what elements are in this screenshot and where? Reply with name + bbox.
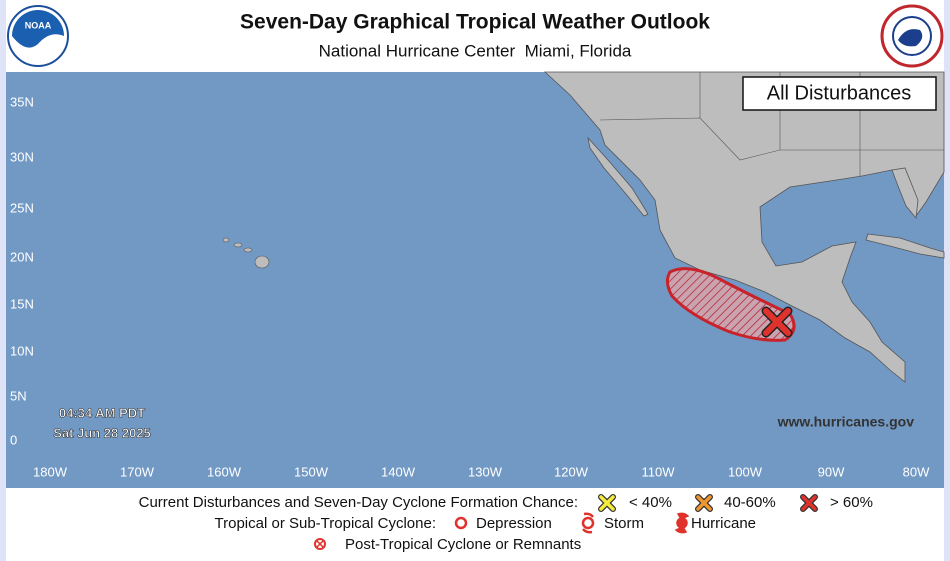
panel-label-box — [742, 76, 937, 111]
legend-storm: Storm — [604, 515, 644, 532]
legend-cyclone-label: Tropical or Sub-Tropical Cyclone: — [215, 515, 436, 532]
land-florida — [891, 167, 919, 219]
header-band — [6, 0, 944, 72]
nws-logo — [880, 4, 944, 68]
latitude-label: 0 — [10, 432, 17, 447]
longitude-label: 170W — [120, 464, 155, 479]
website: www.hurricanes.gov — [777, 414, 915, 430]
svg-text:NOAA: NOAA — [25, 20, 52, 30]
latitude-label: 30N — [10, 149, 34, 164]
land-hawaii — [222, 237, 270, 269]
longitude-label: 90W — [818, 464, 845, 479]
legend-post-tropical: Post-Tropical Cyclone or Remnants — [345, 536, 581, 553]
longitude-label: 80W — [903, 464, 930, 479]
longitude-label: 120W — [554, 464, 589, 479]
land-cuba — [865, 233, 945, 259]
legend-formation-label: Current Disturbances and Seven-Day Cyclo… — [139, 494, 578, 511]
map: 35N 30N 25N 20N 15N 10N 5N 0 180W 170W 160W 150W 14… — [6, 71, 945, 488]
issue-time: 04:34 AM PDT — [59, 405, 145, 420]
legend-high: > 60% — [830, 494, 873, 511]
legend-medium: 40-60% — [724, 494, 776, 511]
legend-hurricane: Hurricane — [691, 515, 756, 532]
legend-depression: Depression — [476, 515, 552, 532]
latitude-label: 25N — [10, 200, 34, 215]
latitude-label: 15N — [10, 296, 34, 311]
longitude-label: 150W — [294, 464, 329, 479]
longitude-label: 110W — [642, 464, 676, 479]
latitude-label: 20N — [10, 249, 34, 264]
legend-high-icon-fill — [801, 495, 817, 511]
outlook-area — [665, 267, 796, 342]
longitude-label: 130W — [468, 464, 503, 479]
legend-low: < 40% — [629, 494, 672, 511]
title: Seven-Day Graphical Tropical Weather Out… — [240, 11, 710, 34]
high-chance-marker — [761, 306, 793, 338]
legend-storm-icon — [581, 512, 595, 534]
longitude-label: 100W — [728, 464, 763, 479]
longitude-label: 140W — [381, 464, 416, 479]
legend-depression-icon — [454, 516, 468, 530]
latitude-label: 10N — [10, 343, 34, 358]
legend-hurricane-icon — [674, 512, 690, 534]
legend: Current Disturbances and Seven-Day Cyclo… — [139, 494, 873, 553]
noaa-logo: NOAA — [7, 5, 69, 67]
legend-low-icon-fill — [599, 495, 615, 511]
land-baja — [587, 136, 649, 217]
latitude-label: 35N — [10, 94, 34, 109]
subtitle: National Hurricane Center Miami, Florida — [319, 41, 632, 60]
latitude-label: 5N — [10, 388, 27, 403]
issue-date: Sat Jun 28 2025 — [53, 425, 151, 440]
legend-band — [6, 488, 944, 561]
land-north-america — [543, 71, 945, 383]
longitude-label: 160W — [207, 464, 242, 479]
legend-post-tropical-icon — [314, 538, 326, 550]
panel-label: All Disturbances — [767, 82, 912, 104]
longitude-label: 180W — [33, 464, 68, 479]
legend-medium-icon-fill — [696, 495, 712, 511]
